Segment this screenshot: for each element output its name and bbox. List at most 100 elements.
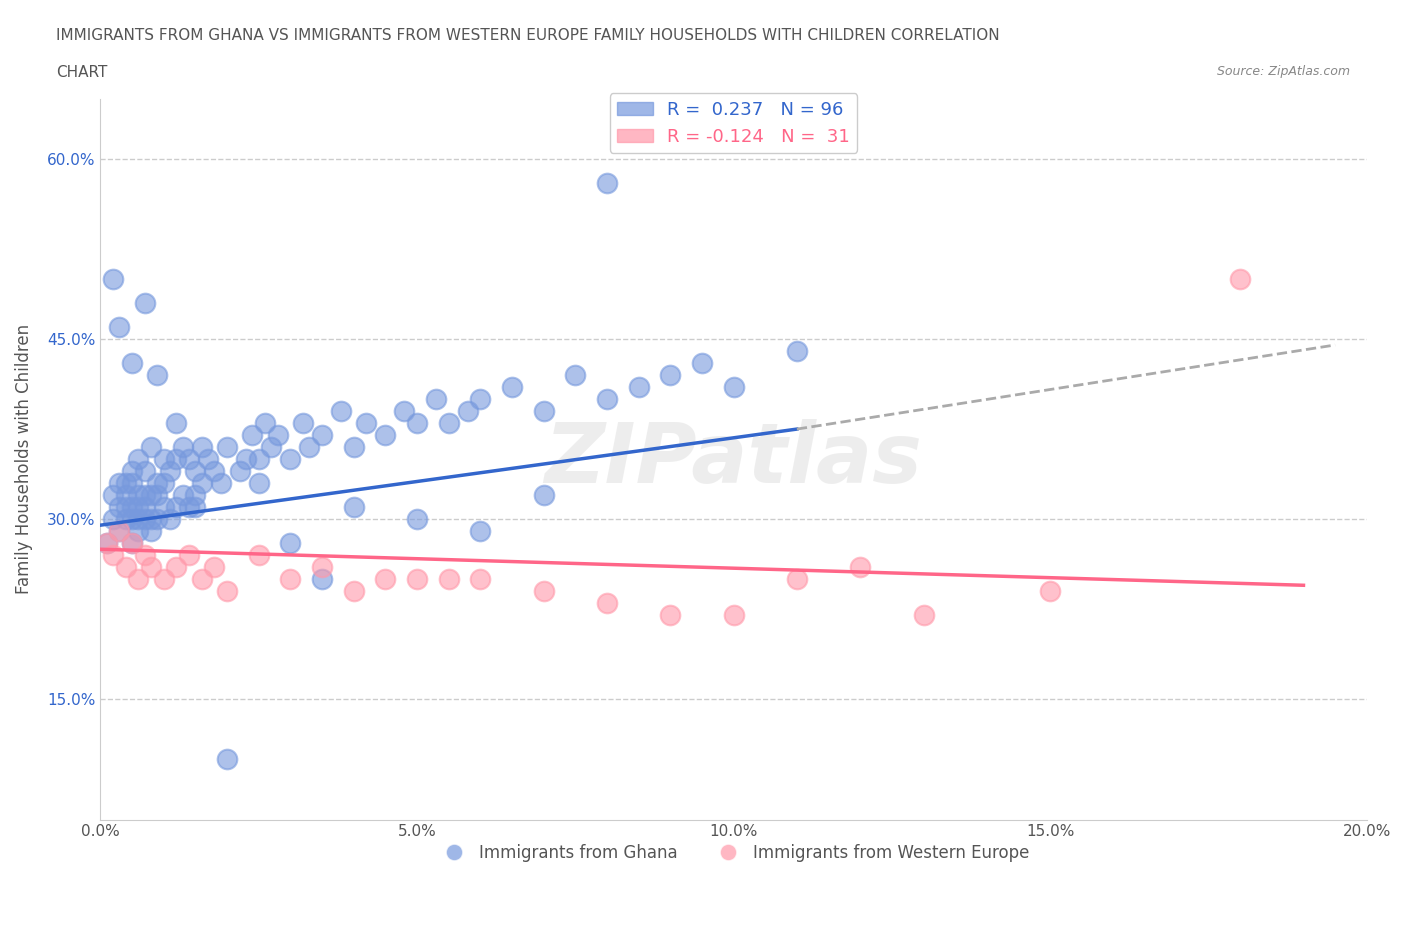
Point	[260, 440, 283, 455]
Point	[253, 416, 276, 431]
Point	[311, 428, 333, 443]
Text: Source: ZipAtlas.com: Source: ZipAtlas.com	[1216, 65, 1350, 78]
Point	[152, 476, 174, 491]
Point	[96, 536, 118, 551]
Point	[96, 536, 118, 551]
Point	[342, 499, 364, 514]
Point	[533, 487, 555, 502]
Point	[121, 499, 143, 514]
Point	[298, 440, 321, 455]
Point	[121, 476, 143, 491]
Point	[190, 572, 212, 587]
Point	[114, 487, 136, 502]
Point	[139, 487, 162, 502]
Point	[202, 464, 225, 479]
Point	[121, 512, 143, 526]
Point	[184, 464, 207, 479]
Point	[146, 367, 169, 382]
Point	[457, 404, 479, 418]
Point	[134, 548, 156, 563]
Point	[596, 176, 619, 191]
Point	[374, 572, 396, 587]
Point	[596, 596, 619, 611]
Point	[1039, 584, 1062, 599]
Point	[172, 487, 194, 502]
Point	[152, 572, 174, 587]
Point	[127, 512, 149, 526]
Point	[127, 524, 149, 538]
Point	[228, 464, 250, 479]
Point	[1229, 272, 1251, 286]
Point	[101, 512, 124, 526]
Point	[165, 452, 187, 467]
Point	[114, 499, 136, 514]
Point	[786, 343, 808, 358]
Point	[342, 584, 364, 599]
Point	[912, 608, 935, 623]
Point	[177, 548, 200, 563]
Point	[146, 512, 169, 526]
Point	[121, 464, 143, 479]
Point	[723, 608, 745, 623]
Point	[470, 392, 492, 406]
Point	[659, 367, 682, 382]
Point	[240, 428, 263, 443]
Point	[108, 499, 131, 514]
Point	[470, 572, 492, 587]
Point	[406, 572, 429, 587]
Text: ZIPatlas: ZIPatlas	[544, 418, 922, 499]
Point	[114, 512, 136, 526]
Point	[127, 452, 149, 467]
Point	[786, 572, 808, 587]
Point	[127, 572, 149, 587]
Point	[278, 452, 301, 467]
Text: IMMIGRANTS FROM GHANA VS IMMIGRANTS FROM WESTERN EUROPE FAMILY HOUSEHOLDS WITH C: IMMIGRANTS FROM GHANA VS IMMIGRANTS FROM…	[56, 28, 1000, 43]
Point	[108, 476, 131, 491]
Point	[139, 512, 162, 526]
Point	[184, 487, 207, 502]
Point	[121, 536, 143, 551]
Point	[139, 560, 162, 575]
Point	[596, 392, 619, 406]
Point	[134, 464, 156, 479]
Legend: Immigrants from Ghana, Immigrants from Western Europe: Immigrants from Ghana, Immigrants from W…	[432, 838, 1036, 869]
Point	[564, 367, 586, 382]
Point	[177, 452, 200, 467]
Point	[159, 464, 181, 479]
Point	[342, 440, 364, 455]
Point	[146, 487, 169, 502]
Point	[723, 379, 745, 394]
Point	[134, 296, 156, 311]
Point	[190, 476, 212, 491]
Point	[849, 560, 872, 575]
Point	[278, 572, 301, 587]
Point	[127, 487, 149, 502]
Point	[101, 487, 124, 502]
Point	[329, 404, 352, 418]
Point	[470, 524, 492, 538]
Point	[533, 584, 555, 599]
Point	[114, 476, 136, 491]
Point	[278, 536, 301, 551]
Point	[437, 416, 460, 431]
Point	[108, 320, 131, 335]
Point	[354, 416, 377, 431]
Point	[202, 560, 225, 575]
Point	[627, 379, 650, 394]
Point	[114, 560, 136, 575]
Point	[247, 476, 270, 491]
Text: CHART: CHART	[56, 65, 108, 80]
Point	[121, 536, 143, 551]
Point	[392, 404, 416, 418]
Point	[215, 752, 238, 767]
Point	[190, 440, 212, 455]
Point	[311, 572, 333, 587]
Point	[291, 416, 314, 431]
Point	[235, 452, 257, 467]
Y-axis label: Family Households with Children: Family Households with Children	[15, 324, 32, 594]
Point	[266, 428, 288, 443]
Point	[197, 452, 219, 467]
Point	[659, 608, 682, 623]
Point	[152, 499, 174, 514]
Point	[139, 440, 162, 455]
